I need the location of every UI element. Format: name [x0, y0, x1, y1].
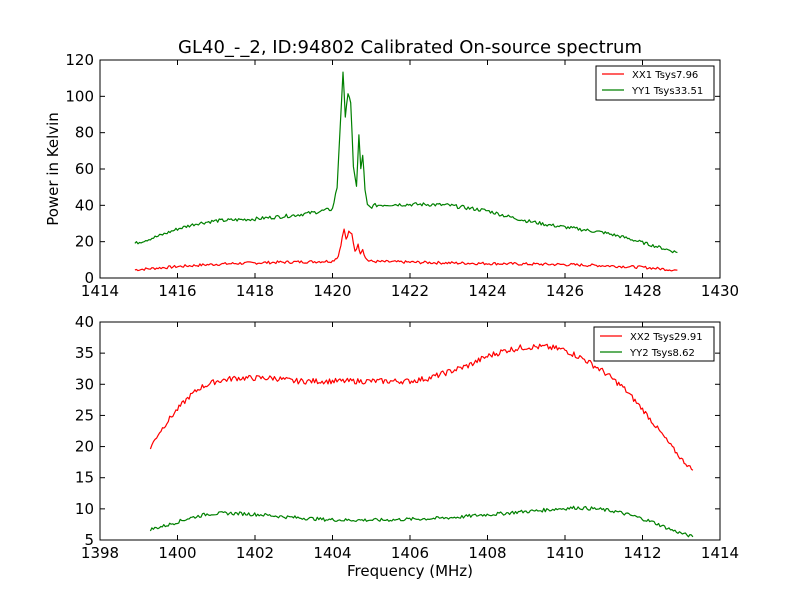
bottom-x-tick-label: 1408	[468, 544, 506, 562]
bottom-legend-label-xx2: XX2 Tsys29.91	[630, 332, 703, 343]
bottom-ticks-group: 1398 1400 1402 1404 1406 1408 1410 1412 1414 5 10 1…	[75, 313, 739, 562]
bottom-y-tick-label: 5	[84, 531, 94, 549]
bottom-legend-label-yy2: YY2 Tsys8.62	[629, 348, 695, 359]
top-y-axis-label: Power in Kelvin	[44, 112, 62, 226]
top-y-tick-label: 100	[65, 87, 94, 105]
bottom-y-tick-label: 15	[75, 469, 94, 487]
bottom-x-tick-label: 1398	[81, 544, 119, 562]
bottom-x-tick-label: 1412	[623, 544, 661, 562]
top-ticks-group: 1414 1416 1418 1420 1422 1424 1426 1428 1430 0 20 4…	[65, 51, 739, 300]
bottom-x-tick-label: 1402	[236, 544, 274, 562]
bottom-y-tick-label: 30	[75, 375, 94, 393]
bottom-y-tick-label: 20	[75, 438, 94, 456]
bottom-series-line-1	[149, 343, 694, 471]
bottom-y-tick-label: 10	[75, 500, 94, 518]
top-series-line-1	[134, 228, 678, 272]
bottom-series-group	[149, 343, 694, 538]
top-y-tick-label: 60	[75, 160, 94, 178]
top-legend-label-yy1: YY1 Tsys33.51	[631, 86, 703, 97]
top-y-tick-label: 0	[84, 269, 94, 287]
top-x-tick-label: 1422	[391, 282, 429, 300]
bottom-x-tick-label: 1404	[313, 544, 351, 562]
top-series-line-2	[134, 71, 678, 254]
top-panel: 1414 1416 1418 1420 1422 1424 1426 1428 1430 0 20 4…	[44, 51, 739, 300]
bottom-panel: 1398 1400 1402 1404 1406 1408 1410 1412 1414 5 10 1…	[75, 313, 739, 562]
top-y-tick-label: 120	[65, 51, 94, 69]
top-x-tick-label: 1424	[468, 282, 506, 300]
top-y-tick-label: 40	[75, 196, 94, 214]
bottom-x-tick-label: 1410	[546, 544, 584, 562]
bottom-y-tick-label: 25	[75, 406, 94, 424]
top-x-tick-label: 1420	[313, 282, 351, 300]
top-x-tick-label: 1418	[236, 282, 274, 300]
top-x-tick-label: 1428	[623, 282, 661, 300]
top-legend: XX1 Tsys7.96 YY1 Tsys33.51	[595, 65, 715, 101]
bottom-series-line-2	[149, 505, 694, 538]
top-x-tick-label: 1414	[81, 282, 119, 300]
chart-title: GL40_-_2, ID:94802 Calibrated On-source …	[178, 37, 642, 58]
bottom-y-tick-label: 35	[75, 344, 94, 362]
top-y-tick-label: 20	[75, 233, 94, 251]
bottom-x-tick-label: 1400	[158, 544, 196, 562]
bottom-y-tick-label: 40	[75, 313, 94, 331]
bottom-legend: XX2 Tsys29.91 YY2 Tsys8.62	[593, 326, 715, 362]
top-legend-label-xx1: XX1 Tsys7.96	[632, 70, 698, 81]
top-x-tick-label: 1430	[701, 282, 739, 300]
top-series-group	[134, 71, 678, 272]
bottom-legend-box	[593, 326, 715, 362]
bottom-x-tick-label: 1414	[701, 544, 739, 562]
top-x-tick-label: 1426	[546, 282, 584, 300]
bottom-x-tick-label: 1406	[391, 544, 429, 562]
x-axis-label: Frequency (MHz)	[347, 562, 473, 580]
top-legend-box	[595, 65, 715, 101]
top-x-tick-label: 1416	[158, 282, 196, 300]
top-y-tick-label: 80	[75, 124, 94, 142]
